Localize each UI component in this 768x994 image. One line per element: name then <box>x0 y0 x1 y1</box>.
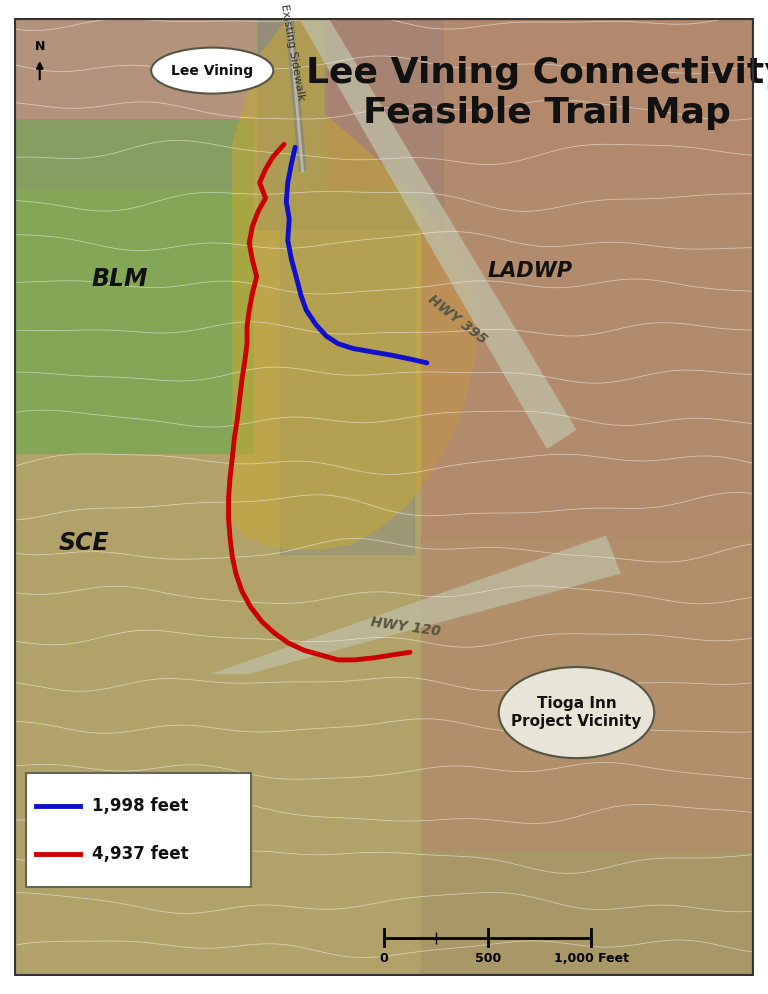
Polygon shape <box>421 191 754 540</box>
Polygon shape <box>299 18 577 449</box>
Text: 1,998 feet: 1,998 feet <box>92 797 189 815</box>
Polygon shape <box>14 118 254 454</box>
Text: BLM: BLM <box>91 267 148 291</box>
Text: Tioga Inn
Project Vicinity: Tioga Inn Project Vicinity <box>511 696 642 730</box>
Text: SCE: SCE <box>58 531 109 555</box>
Polygon shape <box>210 536 621 674</box>
Bar <box>14 191 421 976</box>
Text: Lee Vining Connectivity
Feasible Trail Map: Lee Vining Connectivity Feasible Trail M… <box>306 57 768 129</box>
Text: 500: 500 <box>475 951 501 965</box>
Bar <box>421 536 754 976</box>
Polygon shape <box>325 18 754 191</box>
Polygon shape <box>421 540 754 852</box>
Text: LADWP: LADWP <box>488 260 573 280</box>
Text: HWY 395: HWY 395 <box>425 292 489 347</box>
Bar <box>258 18 443 229</box>
Text: 0: 0 <box>379 951 389 965</box>
Bar <box>280 152 414 555</box>
Text: 4,937 feet: 4,937 feet <box>92 845 189 863</box>
Text: N: N <box>35 41 45 54</box>
Polygon shape <box>14 18 254 191</box>
Ellipse shape <box>498 667 654 758</box>
Text: 1,000 Feet: 1,000 Feet <box>554 951 629 965</box>
Text: Existing Sidewalk: Existing Sidewalk <box>279 3 306 101</box>
Ellipse shape <box>151 48 273 93</box>
Polygon shape <box>232 18 476 550</box>
Text: HWY 120: HWY 120 <box>369 615 441 639</box>
Text: Lee Vining: Lee Vining <box>171 64 253 78</box>
FancyBboxPatch shape <box>25 773 250 887</box>
